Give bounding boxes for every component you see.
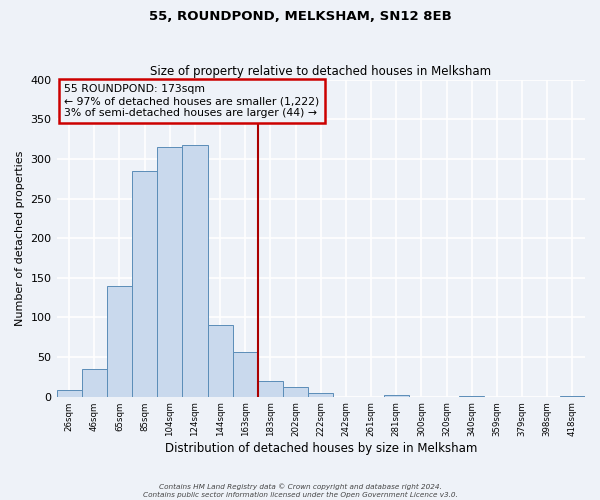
- Bar: [208, 326, 233, 396]
- Bar: [182, 144, 208, 396]
- Bar: [56, 390, 82, 396]
- Bar: [308, 392, 334, 396]
- Text: 55, ROUNDPOND, MELKSHAM, SN12 8EB: 55, ROUNDPOND, MELKSHAM, SN12 8EB: [149, 10, 451, 23]
- X-axis label: Distribution of detached houses by size in Melksham: Distribution of detached houses by size …: [164, 442, 477, 455]
- Bar: [132, 171, 157, 396]
- Bar: [258, 381, 283, 396]
- Title: Size of property relative to detached houses in Melksham: Size of property relative to detached ho…: [150, 66, 491, 78]
- Bar: [233, 352, 258, 397]
- Bar: [107, 286, 132, 397]
- Bar: [383, 395, 409, 396]
- Bar: [283, 387, 308, 396]
- Bar: [157, 147, 182, 396]
- Y-axis label: Number of detached properties: Number of detached properties: [15, 150, 25, 326]
- Bar: [82, 369, 107, 396]
- Text: Contains HM Land Registry data © Crown copyright and database right 2024.
Contai: Contains HM Land Registry data © Crown c…: [143, 484, 457, 498]
- Text: 55 ROUNDPOND: 173sqm
← 97% of detached houses are smaller (1,222)
3% of semi-det: 55 ROUNDPOND: 173sqm ← 97% of detached h…: [64, 84, 320, 117]
